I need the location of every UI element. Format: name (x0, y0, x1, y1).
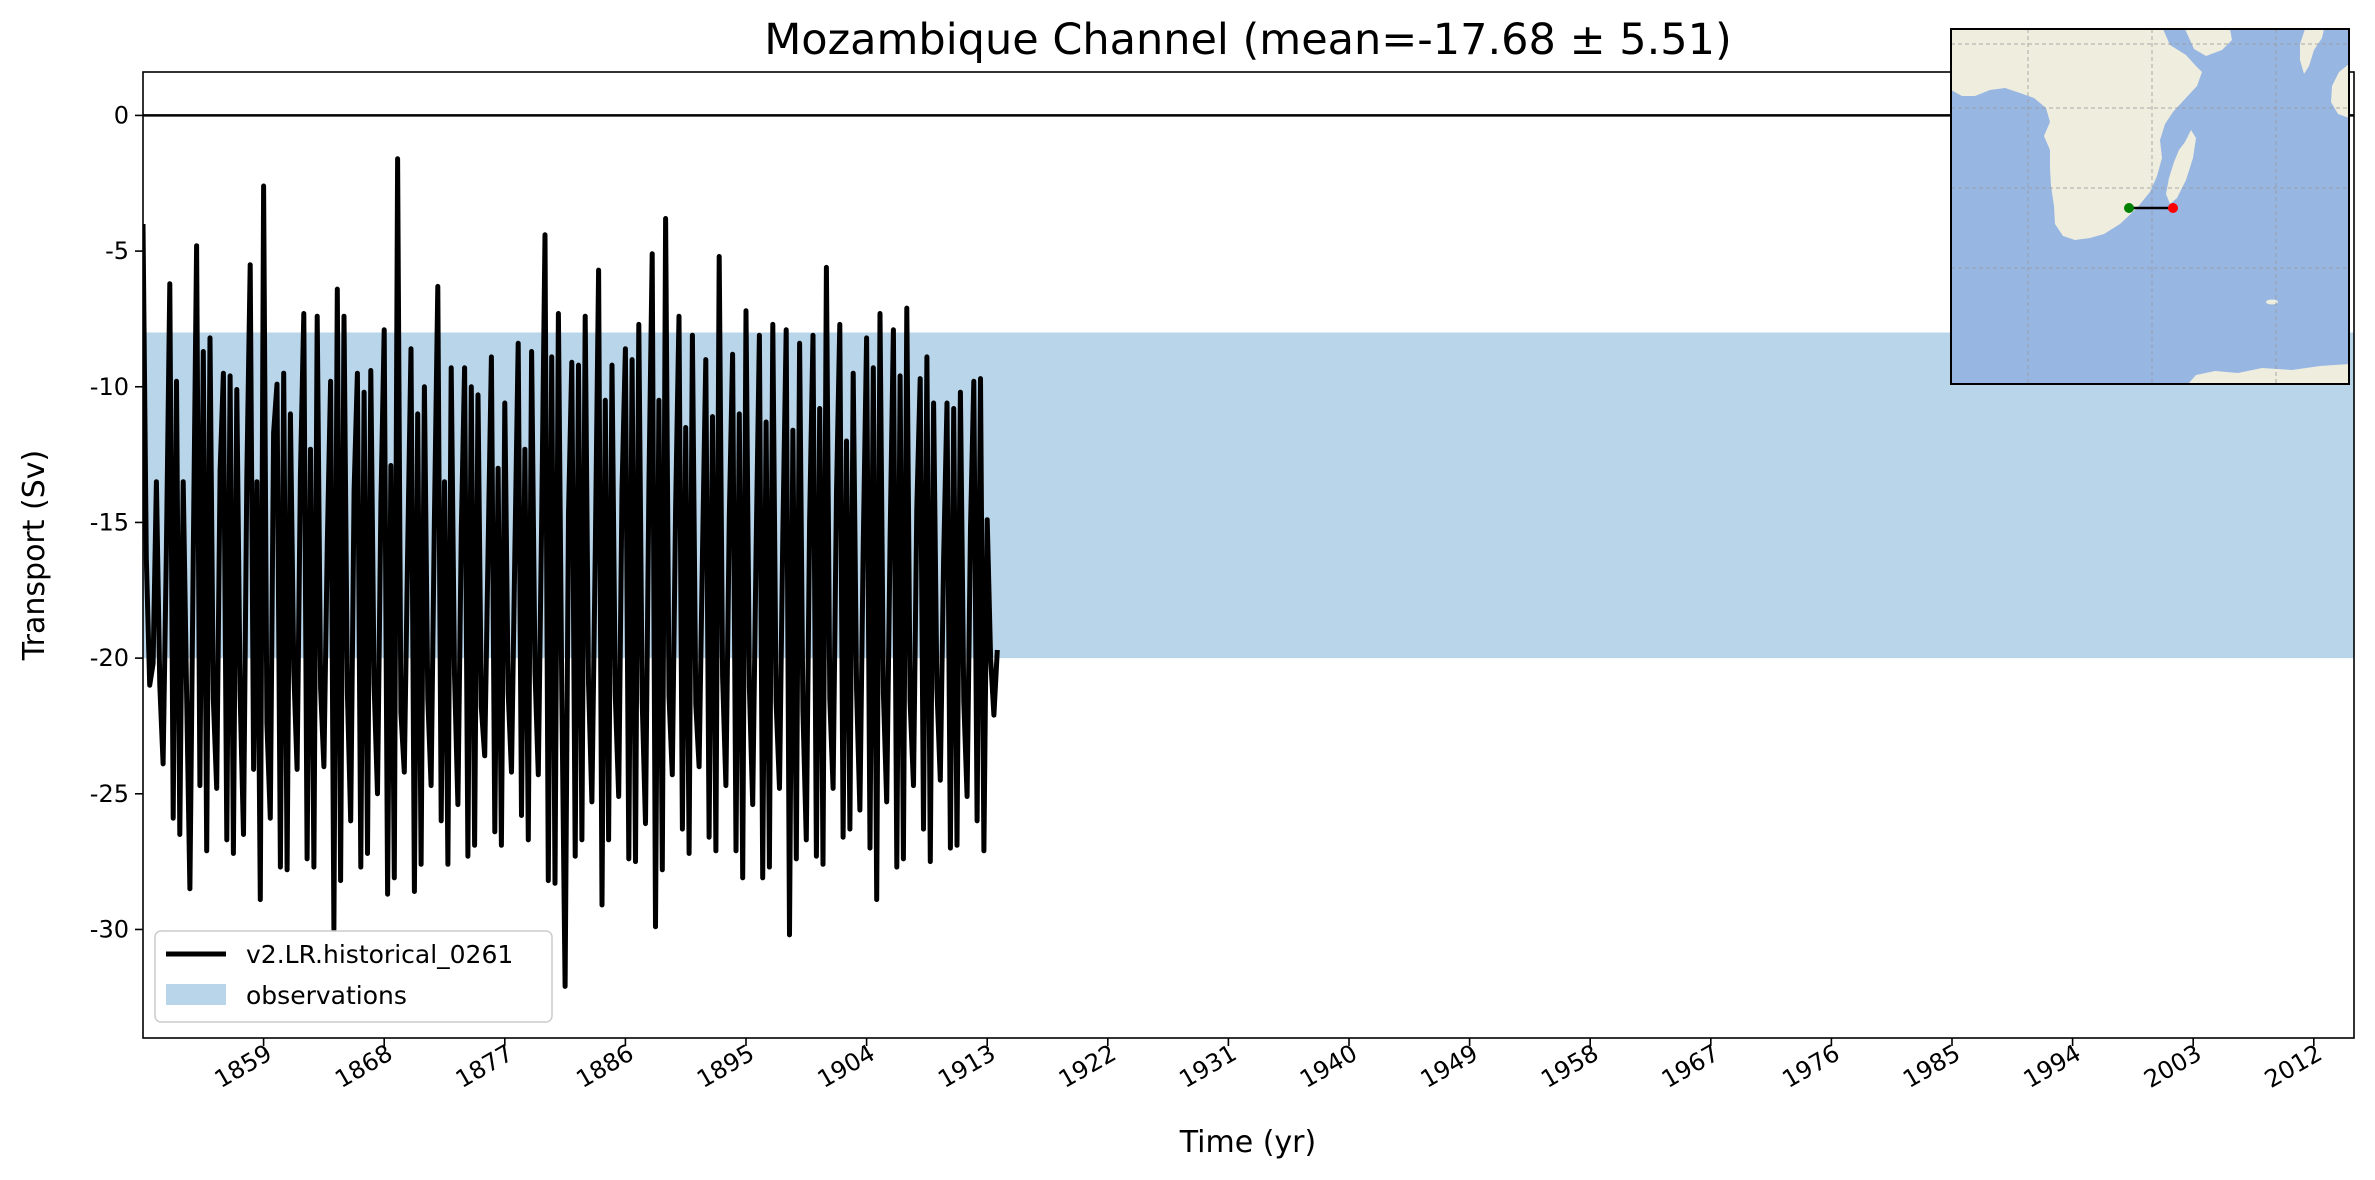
x-tick-label: 1976 (1778, 1039, 1845, 1094)
x-tick-label: 1895 (692, 1039, 759, 1094)
inset-map (1951, 29, 2349, 384)
x-tick-label: 1967 (1657, 1039, 1724, 1094)
map-land-small-island (2266, 299, 2278, 305)
map-section-start-marker (2124, 203, 2134, 213)
observations-band (143, 332, 2354, 659)
x-tick-label: 2012 (2260, 1039, 2327, 1094)
series-line-v2-lr-historical-0261 (143, 156, 1000, 989)
y-tick-label: -30 (90, 915, 129, 943)
x-tick-label: 2003 (2139, 1039, 2206, 1094)
y-tick-label: -5 (105, 237, 129, 265)
map-land-south-asia (2300, 29, 2324, 74)
legend-box (154, 930, 553, 1023)
y-tick-label: -25 (90, 780, 129, 808)
y-tick-label: -20 (90, 644, 129, 672)
legend-observations-swatch (166, 984, 226, 1005)
x-axis-label: Time (yr) (1179, 1125, 1316, 1160)
x-tick-label: 1985 (1898, 1039, 1965, 1094)
y-tick-label: 0 (114, 101, 129, 129)
y-axis-label: Transport (Sv) (17, 450, 52, 662)
x-tick-label: 1877 (451, 1039, 518, 1094)
x-tick-label: 1958 (1536, 1039, 1603, 1094)
x-tick-label: 1931 (1175, 1039, 1242, 1094)
legend-label-observations: observations (246, 981, 407, 1010)
x-tick-label: 1904 (813, 1039, 880, 1094)
x-tick-label: 1940 (1295, 1039, 1362, 1094)
map-section-end-marker (2168, 203, 2178, 213)
map-land-arabia (2185, 29, 2232, 56)
plot-frame (142, 71, 2355, 1039)
x-tick-label: 1922 (1054, 1039, 1121, 1094)
inset-map-frame (1950, 28, 2350, 385)
x-tick-label: 1868 (330, 1039, 397, 1094)
y-tick-label: -15 (90, 508, 129, 536)
map-land-australia (2331, 64, 2349, 118)
map-gridlines (1951, 29, 2349, 384)
x-tick-label: 1913 (933, 1039, 1000, 1094)
x-tick-label: 1859 (210, 1039, 277, 1094)
map-land-antarctica (2188, 364, 2349, 384)
x-tick-label: 1994 (2019, 1039, 2086, 1094)
y-axis-ticks: 0 -5 -10 -15 -20 -25 -30 (90, 101, 143, 943)
y-tick-label: -10 (90, 373, 129, 401)
map-land-africa (1951, 29, 2202, 240)
x-axis-ticks: 1859 1868 1877 1886 1895 1904 1913 1922 1931 1940… (210, 1038, 2327, 1094)
x-tick-label: 1949 (1416, 1039, 1483, 1094)
chart-title: Mozambique Channel (mean=-17.68 ± 5.51) (764, 15, 1732, 65)
legend-label-series: v2.LR.historical_0261 (246, 940, 513, 969)
legend: v2.LR.historical_0261 observations (154, 930, 553, 1023)
map-land-madagascar (2166, 130, 2196, 204)
x-tick-label: 1886 (572, 1039, 639, 1094)
